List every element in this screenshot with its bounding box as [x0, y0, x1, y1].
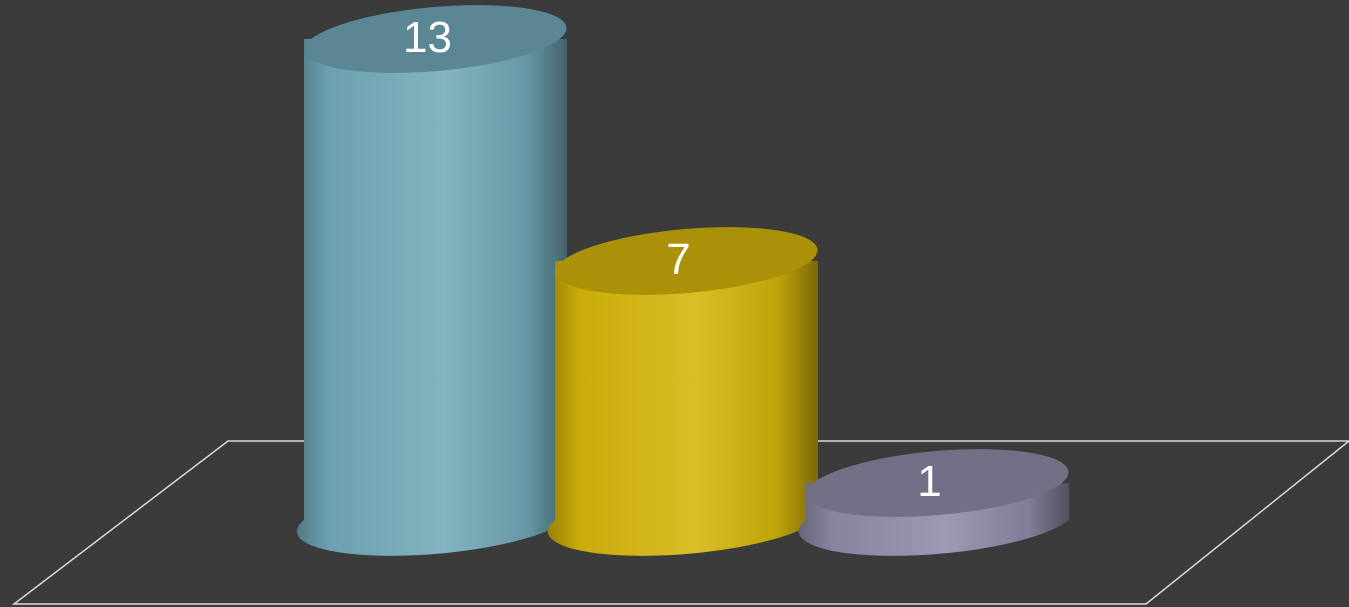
- bars-layer: 13 7 1: [296, 5, 1069, 556]
- cylinder-bar: 13: [296, 5, 567, 556]
- data-label: 13: [403, 13, 452, 62]
- cylinder-bar: 1: [798, 449, 1069, 556]
- cylinder-bar-top: [304, 5, 567, 73]
- cylinder-bar-body: [547, 261, 818, 556]
- cylinder-bar-top: [555, 227, 818, 295]
- chart-floor: [11, 440, 1349, 605]
- cylinder-bar: 7: [547, 227, 818, 556]
- data-label: 7: [666, 235, 690, 284]
- data-label: 1: [917, 457, 941, 506]
- cylinder-bar-body: [296, 39, 567, 556]
- cylinder-bar-top: [806, 449, 1069, 517]
